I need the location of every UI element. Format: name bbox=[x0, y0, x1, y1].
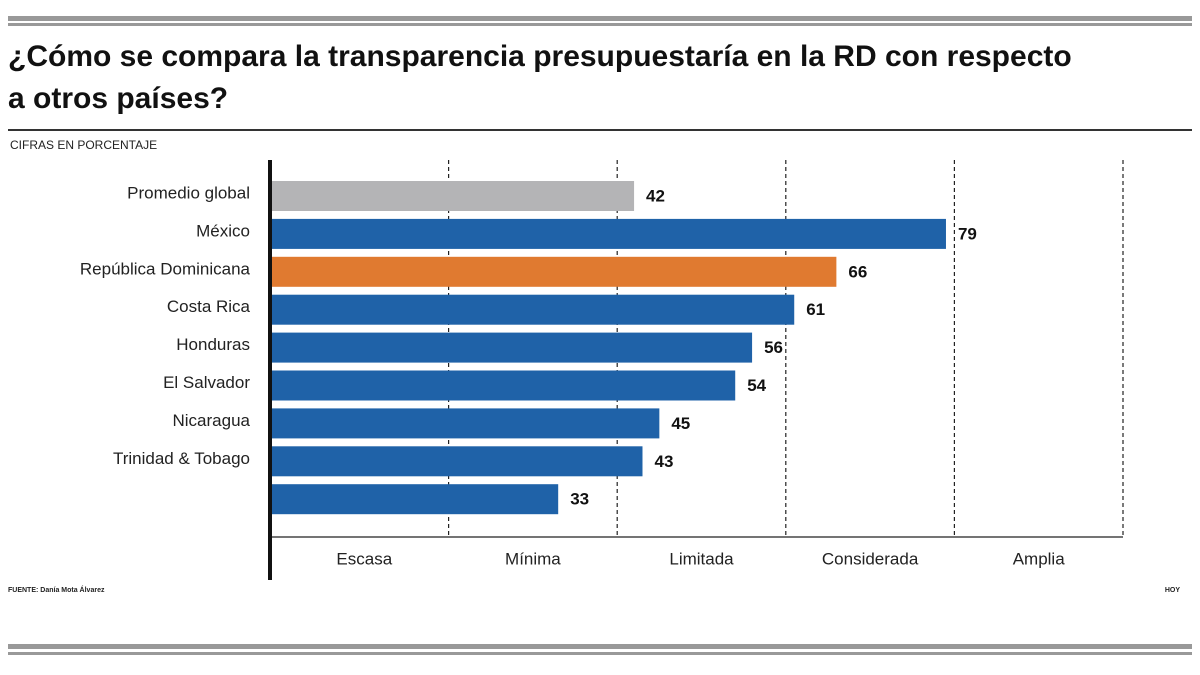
axis bbox=[268, 160, 272, 580]
bar bbox=[272, 218, 946, 249]
value-label: 45 bbox=[671, 414, 690, 433]
rule bbox=[8, 16, 1192, 21]
y-tick-label: Nicaragua bbox=[173, 411, 251, 430]
rule bbox=[8, 644, 1192, 649]
band-label: Mínima bbox=[505, 549, 561, 568]
bar bbox=[272, 446, 643, 477]
y-tick-label: Promedio global bbox=[127, 183, 250, 202]
y-tick-label: El Salvador bbox=[163, 373, 250, 392]
bar bbox=[272, 294, 795, 325]
band-label: Amplia bbox=[1013, 549, 1066, 568]
bar bbox=[272, 256, 837, 287]
band-label: Escasa bbox=[336, 549, 392, 568]
value-label: 43 bbox=[654, 452, 673, 471]
y-tick-label: República Dominicana bbox=[80, 259, 251, 278]
value-label: 79 bbox=[958, 224, 977, 243]
value-label: 33 bbox=[570, 490, 589, 509]
credit: HOY bbox=[1165, 587, 1181, 594]
value-label: 56 bbox=[764, 338, 783, 357]
rule bbox=[8, 23, 1192, 26]
band-label: Considerada bbox=[822, 549, 919, 568]
source: FUENTE: Danía Mota Álvarez bbox=[8, 585, 105, 594]
bar bbox=[272, 181, 635, 211]
y-tick-label: Trinidad & Tobago bbox=[113, 449, 250, 468]
y-tick-label: Honduras bbox=[176, 335, 250, 354]
value-label: 54 bbox=[747, 376, 766, 395]
value-label: 42 bbox=[646, 186, 665, 205]
value-label: 66 bbox=[848, 262, 867, 281]
value-label: 61 bbox=[806, 300, 825, 319]
bar bbox=[272, 408, 660, 439]
chart-title: ¿Cómo se compara la transparencia presup… bbox=[8, 40, 1072, 115]
rule bbox=[8, 129, 1192, 131]
bar bbox=[272, 370, 736, 401]
band-label: Limitada bbox=[669, 549, 734, 568]
y-tick-label: Costa Rica bbox=[167, 297, 251, 316]
rule bbox=[8, 652, 1192, 655]
subtitle: CIFRAS EN PORCENTAJE bbox=[10, 138, 157, 152]
bar bbox=[272, 332, 753, 363]
bar bbox=[272, 484, 559, 515]
y-tick-label: México bbox=[196, 221, 250, 240]
